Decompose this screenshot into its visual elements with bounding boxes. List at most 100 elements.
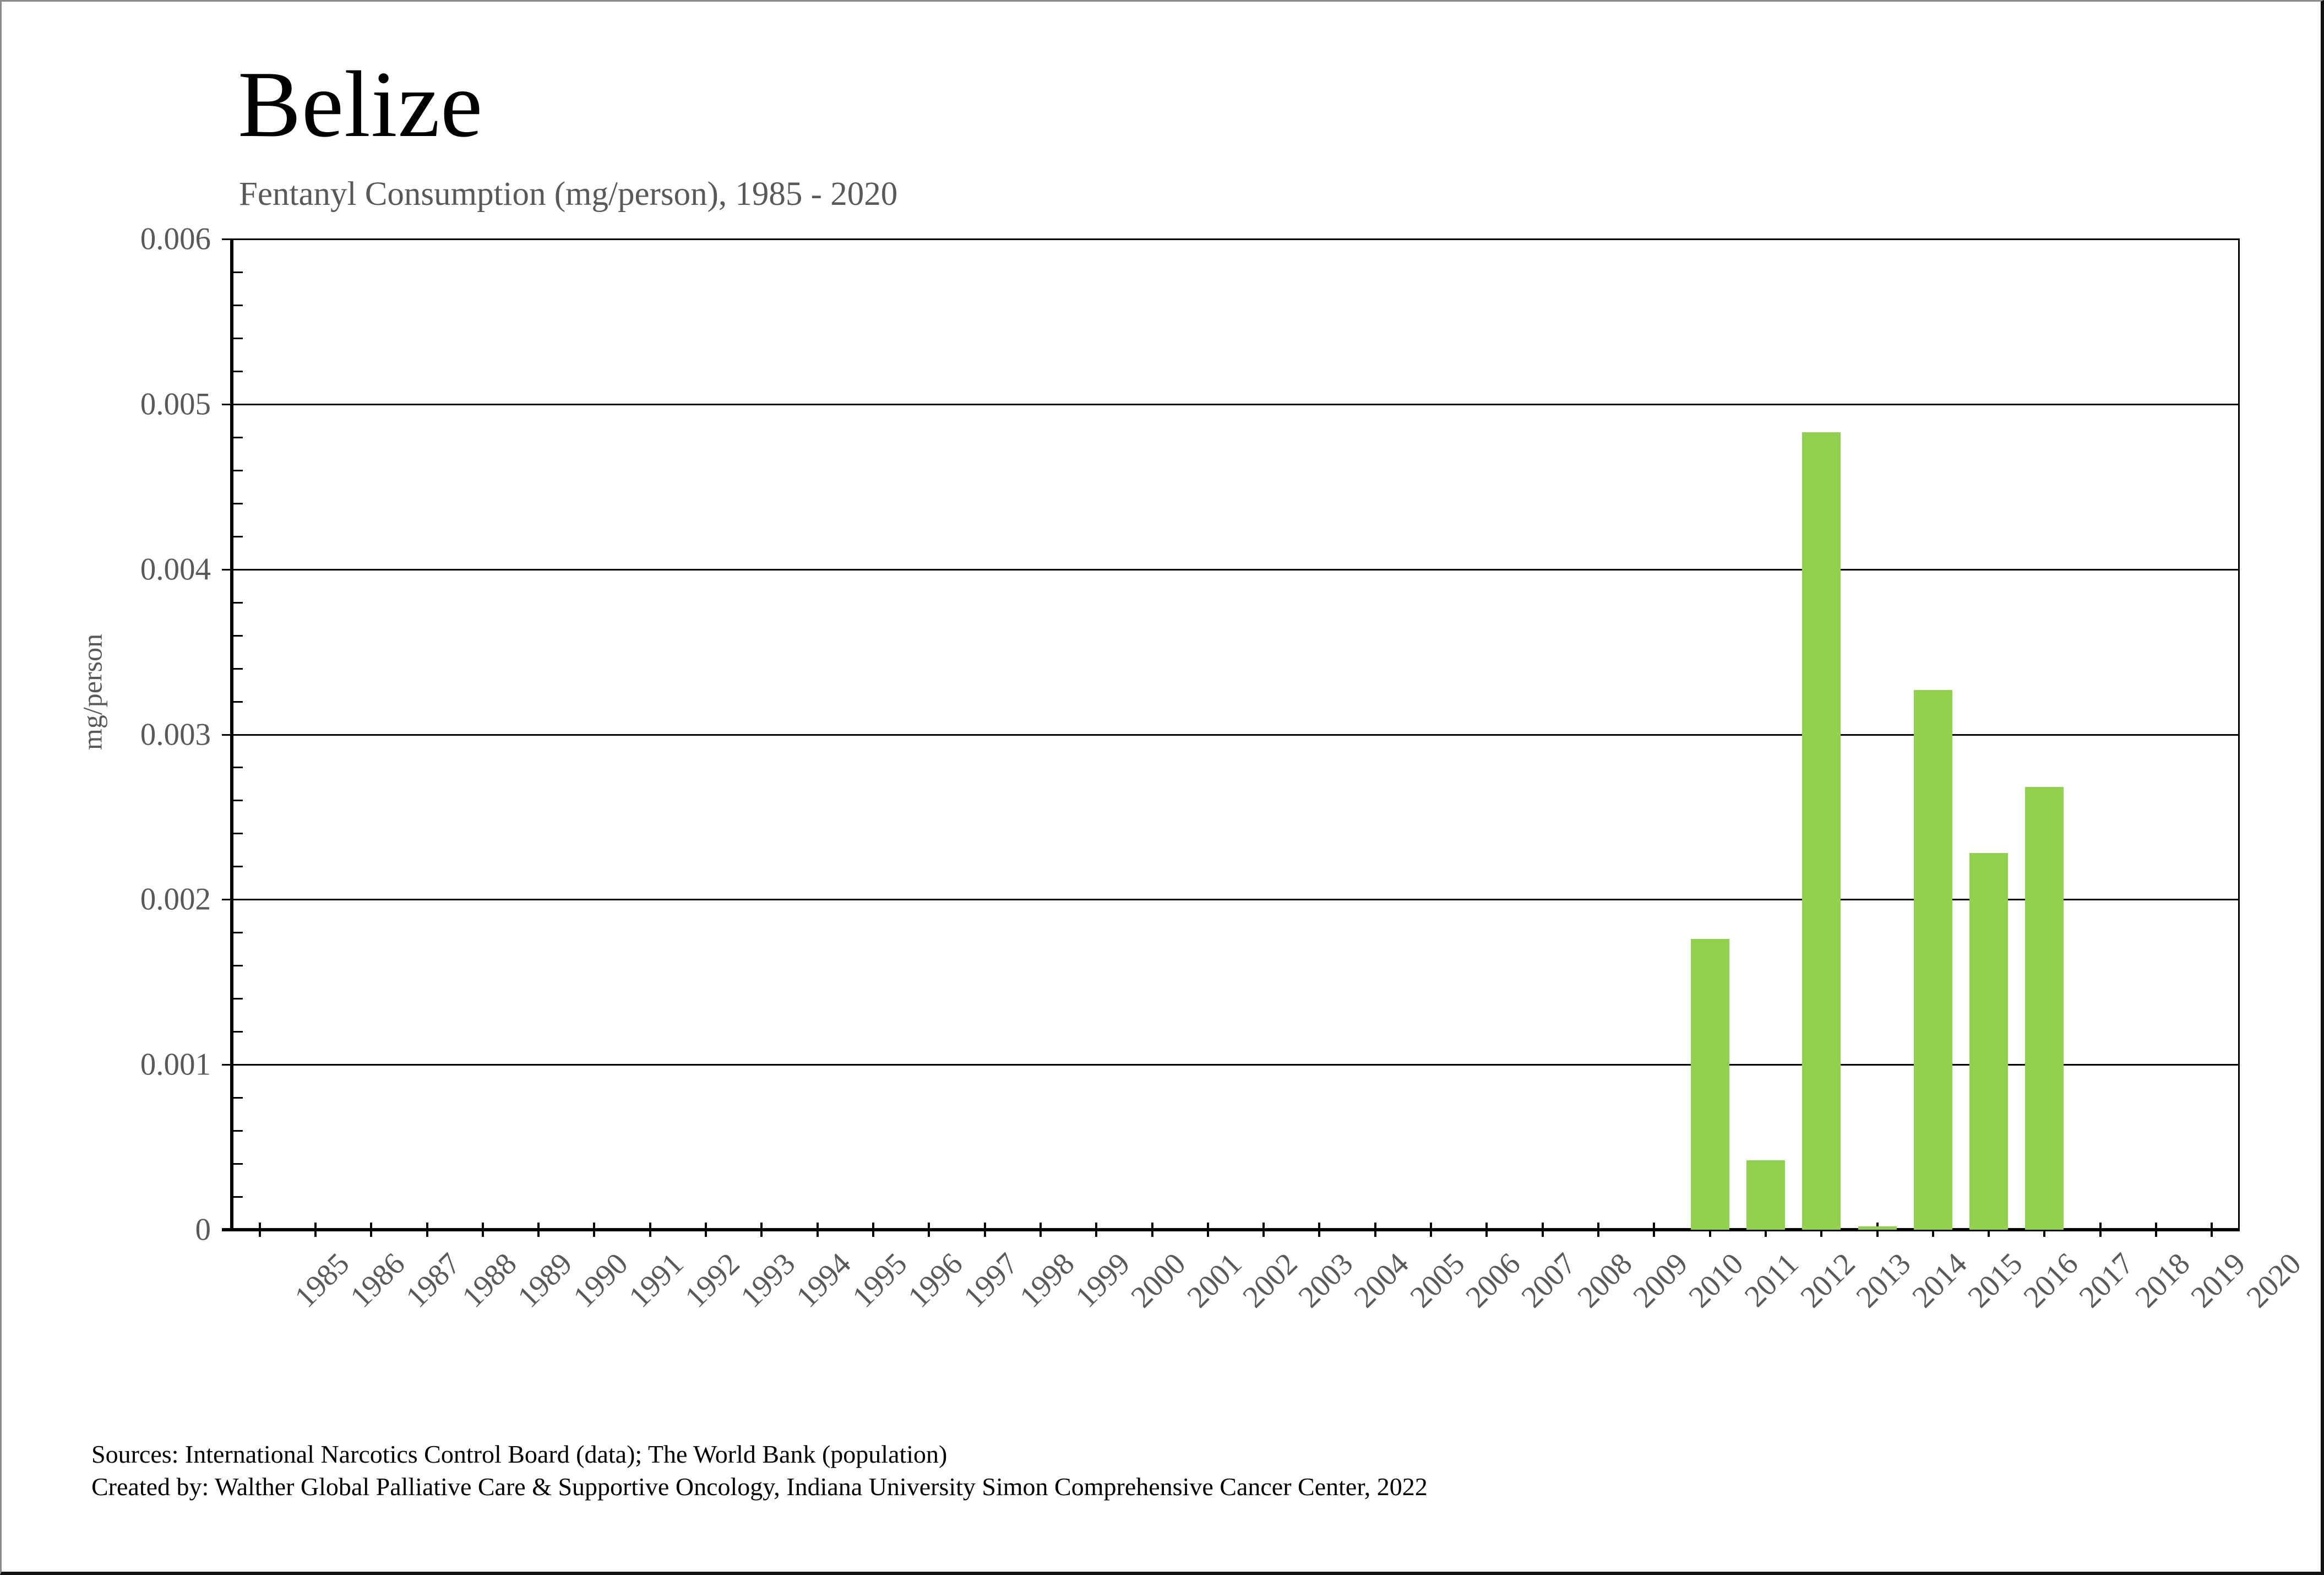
y-minor-tick	[232, 337, 243, 339]
source-line-2: Created by: Walther Global Palliative Ca…	[91, 1472, 1428, 1501]
x-tick	[1931, 1223, 1934, 1237]
y-minor-tick	[232, 634, 243, 637]
y-minor-tick	[232, 370, 243, 372]
y-tick-label: 0.006	[140, 221, 211, 257]
x-tick-label: 1997	[957, 1246, 1025, 1315]
gridline	[222, 1064, 2240, 1066]
y-tick-label: 0.001	[140, 1047, 211, 1082]
bar	[1969, 853, 2008, 1230]
x-tick	[1318, 1223, 1321, 1237]
bar	[1746, 1160, 1785, 1230]
x-tick	[1151, 1223, 1153, 1237]
source-line-1: Sources: International Narcotics Control…	[91, 1440, 948, 1468]
y-minor-tick	[232, 304, 243, 306]
y-tick-label: 0.003	[140, 717, 211, 752]
y-minor-tick	[232, 1097, 243, 1099]
x-tick-label: 2000	[1124, 1246, 1193, 1315]
x-tick	[481, 1223, 484, 1237]
x-tick	[426, 1223, 428, 1237]
y-minor-tick	[232, 469, 243, 471]
x-tick	[2043, 1223, 2046, 1237]
x-tick-label: 2012	[1794, 1246, 1862, 1315]
y-minor-tick	[232, 767, 243, 769]
y-minor-tick	[232, 965, 243, 967]
gridline	[222, 238, 2240, 240]
x-tick	[1485, 1223, 1488, 1237]
x-tick	[1262, 1223, 1265, 1237]
y-tick-label: 0	[195, 1212, 211, 1247]
bar	[1914, 690, 1952, 1230]
y-minor-tick	[232, 833, 243, 835]
x-tick	[593, 1223, 596, 1237]
x-tick	[872, 1223, 874, 1237]
x-tick	[705, 1223, 707, 1237]
x-tick-label: 1992	[678, 1246, 747, 1315]
x-tick-label: 2019	[2184, 1246, 2252, 1315]
gridline	[222, 403, 2240, 405]
x-tick-label: 1987	[399, 1246, 467, 1315]
x-tick	[649, 1223, 651, 1237]
x-tick	[1597, 1223, 1599, 1237]
x-tick	[2211, 1223, 2213, 1237]
bar	[1691, 939, 1729, 1230]
x-tick-label: 2014	[1906, 1246, 1974, 1315]
source-attribution: Sources: International Narcotics Control…	[91, 1438, 1428, 1503]
y-minor-tick	[232, 800, 243, 802]
x-tick	[1095, 1223, 1098, 1237]
y-minor-tick	[232, 866, 243, 868]
x-tick-label: 1996	[901, 1246, 970, 1315]
y-minor-tick	[232, 700, 243, 703]
y-minor-tick	[232, 1130, 243, 1132]
x-tick	[314, 1223, 317, 1237]
x-tick-label: 2005	[1403, 1246, 1472, 1315]
y-minor-tick	[232, 1196, 243, 1198]
x-tick	[1708, 1223, 1711, 1237]
x-tick-label: 2004	[1347, 1246, 1416, 1315]
bar	[2025, 787, 2064, 1230]
x-tick-label: 2020	[2240, 1246, 2308, 1315]
y-minor-tick	[232, 271, 243, 273]
x-tick	[1206, 1223, 1209, 1237]
x-tick-label: 2003	[1292, 1246, 1360, 1315]
x-tick-label: 1985	[288, 1246, 356, 1315]
x-tick	[1430, 1223, 1433, 1237]
x-tick	[258, 1223, 261, 1237]
y-minor-tick	[232, 436, 243, 438]
x-tick-label: 1988	[455, 1246, 524, 1315]
y-minor-tick	[232, 932, 243, 934]
x-tick-label: 1995	[846, 1246, 914, 1315]
y-tick-label: 0.005	[140, 387, 211, 422]
x-tick-label: 2006	[1459, 1246, 1527, 1315]
y-minor-tick	[232, 998, 243, 1000]
x-axis-line	[222, 1228, 2240, 1231]
y-minor-tick	[232, 502, 243, 504]
x-tick	[1820, 1223, 1823, 1237]
y-minor-tick	[232, 535, 243, 537]
x-tick-label: 1986	[344, 1246, 412, 1315]
x-tick-label: 2011	[1738, 1246, 1805, 1314]
x-tick	[2155, 1223, 2158, 1237]
x-tick	[1541, 1223, 1544, 1237]
y-minor-tick	[232, 667, 243, 670]
x-tick-label: 1999	[1069, 1246, 1137, 1315]
x-tick	[1988, 1223, 1990, 1237]
y-minor-tick	[232, 1163, 243, 1165]
y-minor-tick	[232, 601, 243, 604]
x-tick-label: 2010	[1682, 1246, 1750, 1315]
page-title: Belize	[238, 52, 483, 157]
x-tick-label: 2007	[1515, 1246, 1583, 1315]
y-axis-line	[230, 239, 233, 1231]
x-tick-label: 1994	[790, 1246, 858, 1315]
x-tick-label: 2013	[1849, 1246, 1918, 1315]
x-tick-label: 2008	[1571, 1246, 1639, 1315]
x-tick	[983, 1223, 986, 1237]
x-tick	[537, 1223, 540, 1237]
x-tick-label: 2015	[1961, 1246, 2029, 1315]
plot-right-border	[2238, 239, 2240, 1231]
gridline	[222, 899, 2240, 901]
bar	[1858, 1226, 1897, 1230]
x-tick-label: 2009	[1626, 1246, 1695, 1315]
x-tick	[1764, 1223, 1767, 1237]
x-tick	[1876, 1223, 1879, 1237]
